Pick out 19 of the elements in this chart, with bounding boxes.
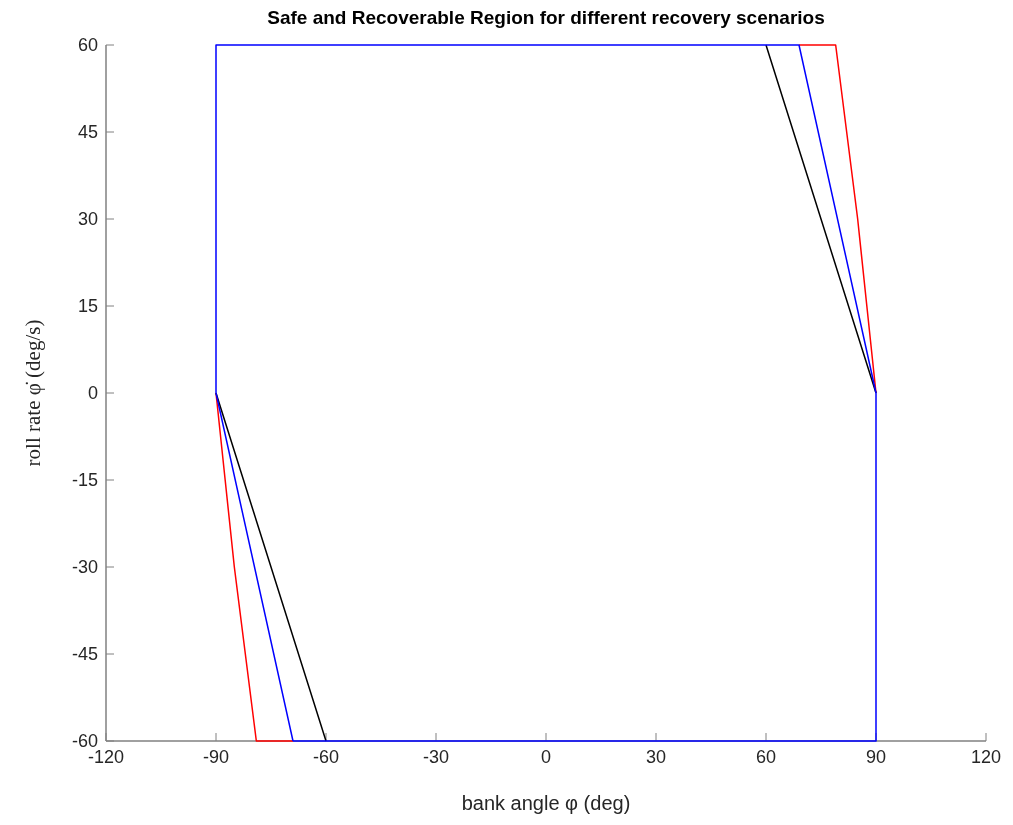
y-tick-label: 45 bbox=[77, 122, 98, 143]
y-tick-label: -30 bbox=[71, 557, 98, 578]
x-tick-label: 120 bbox=[970, 747, 1002, 767]
y-tick-label: 60 bbox=[77, 35, 98, 56]
x-tick-label: -60 bbox=[312, 747, 340, 767]
x-tick-label: 90 bbox=[865, 747, 887, 767]
x-tick-label: -30 bbox=[422, 747, 450, 767]
y-tick-label: -45 bbox=[71, 644, 98, 665]
x-tick-label: -90 bbox=[202, 747, 230, 767]
y-tick-label: -15 bbox=[71, 470, 98, 491]
y-tick-label: 30 bbox=[77, 209, 98, 230]
x-tick-label: 30 bbox=[645, 747, 667, 767]
y-axis-title: roll rate φ̇ (deg/s) bbox=[21, 319, 45, 467]
chart-title: Safe and Recoverable Region for different recovery scenarios bbox=[267, 7, 825, 28]
x-tick-label: 60 bbox=[755, 747, 777, 767]
y-tick-label: 15 bbox=[77, 296, 98, 317]
y-tick-label: 0 bbox=[87, 383, 98, 404]
x-tick-label: 0 bbox=[540, 747, 552, 767]
x-axis-title: bank angle φ (deg) bbox=[461, 792, 631, 814]
